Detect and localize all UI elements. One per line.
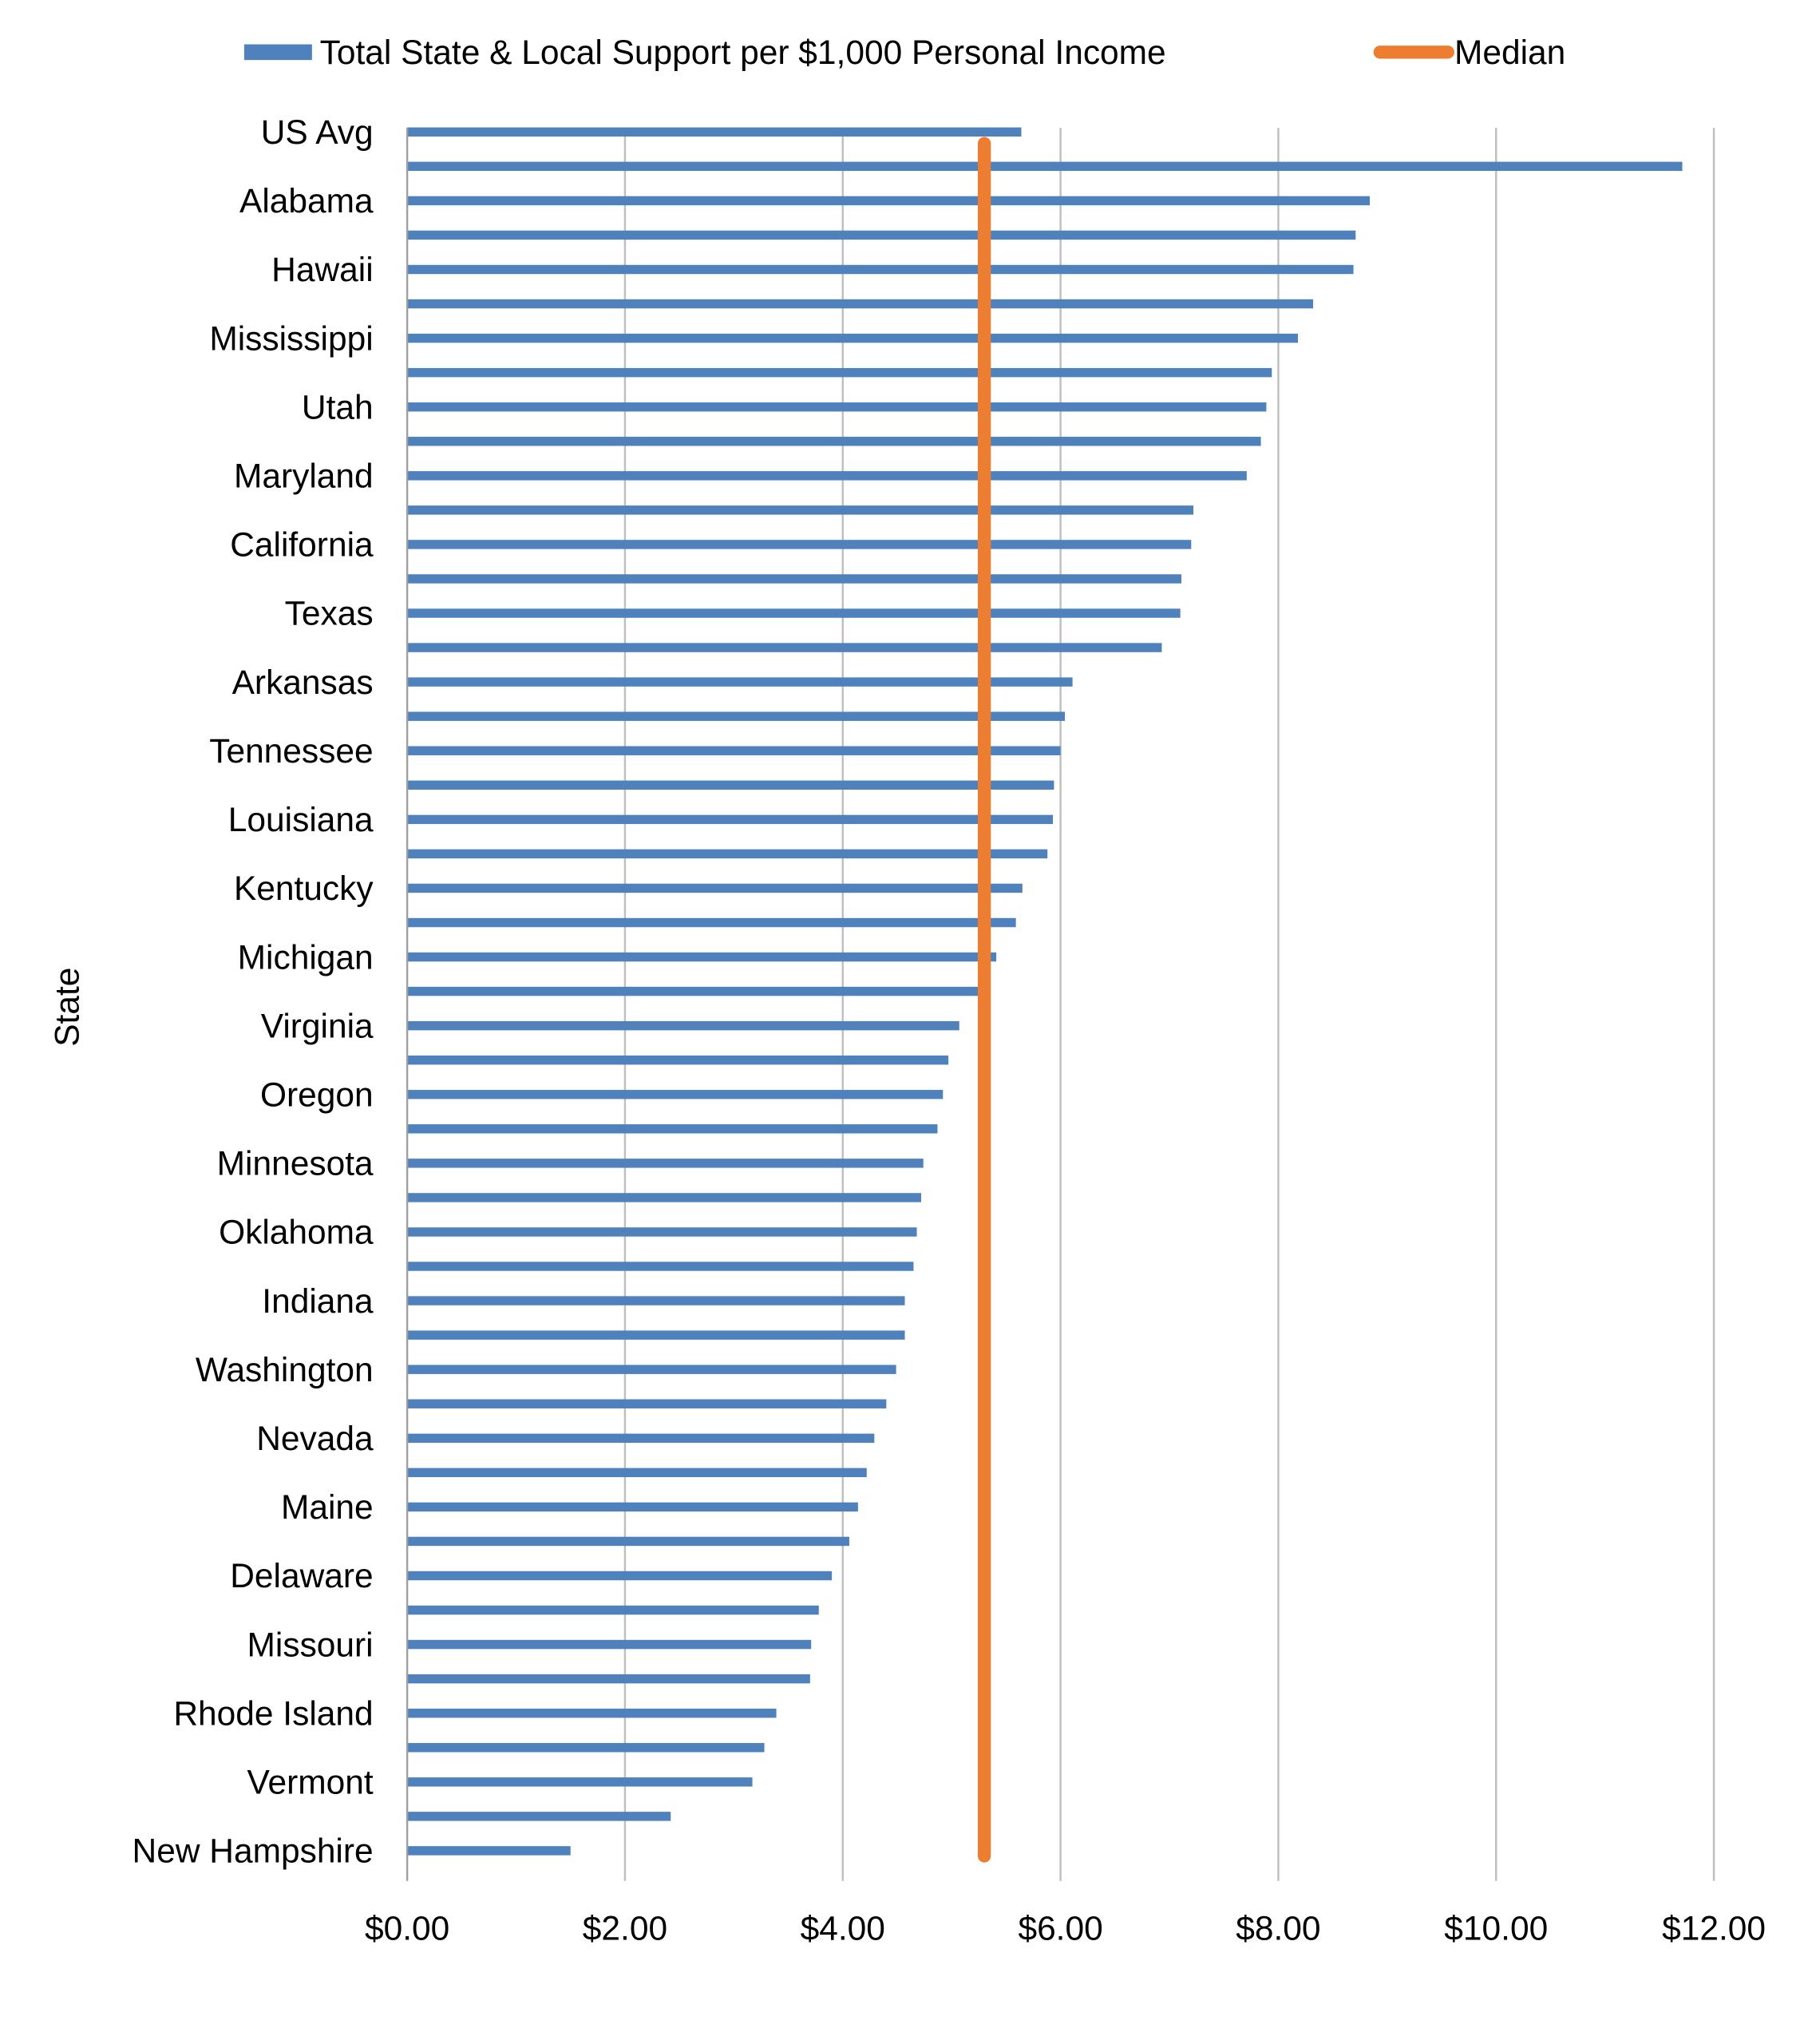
category-label: Missouri xyxy=(247,1626,374,1663)
category-label: Minnesota xyxy=(217,1145,374,1182)
category-label: Oklahoma xyxy=(219,1214,374,1251)
bar xyxy=(407,196,1371,206)
bar xyxy=(407,367,1272,378)
bar xyxy=(407,1639,812,1650)
bars xyxy=(407,127,1683,1856)
category-label: Delaware xyxy=(230,1557,373,1594)
category-label: Arkansas xyxy=(232,664,374,701)
bar xyxy=(407,1846,571,1856)
x-tick-label: $0.00 xyxy=(365,1909,449,1947)
bar xyxy=(407,1812,671,1821)
bar xyxy=(407,1536,849,1547)
x-tick-label: $8.00 xyxy=(1236,1909,1320,1947)
bar xyxy=(407,161,1683,172)
category-labels: US Avg Alabama Hawaii Mississippi Utah Maryla… xyxy=(133,113,374,1870)
category-label: Hawaii xyxy=(271,251,373,288)
bar xyxy=(407,1227,917,1237)
category-label: Kentucky xyxy=(234,869,374,907)
bar xyxy=(407,952,997,962)
category-label: Washington xyxy=(196,1351,374,1388)
bar xyxy=(407,1777,753,1787)
bar xyxy=(407,1330,905,1340)
legend-label-median: Median xyxy=(1454,34,1565,71)
bar xyxy=(407,1296,905,1305)
bar xyxy=(407,402,1267,412)
bar xyxy=(407,677,1073,687)
x-tick-labels: $0.00 $2.00 $4.00 $6.00 $8.00 $10.00 $12.00 xyxy=(365,1909,1766,1947)
bar xyxy=(407,1571,833,1581)
bar xyxy=(407,1159,924,1168)
bar xyxy=(407,917,1016,928)
bar xyxy=(407,711,1066,721)
x-tick-label: $12.00 xyxy=(1662,1909,1766,1947)
category-label: Tennessee xyxy=(209,732,373,770)
bar xyxy=(407,608,1181,618)
bar xyxy=(407,1502,858,1512)
category-label: Texas xyxy=(285,595,374,632)
bar xyxy=(407,1708,777,1718)
bar xyxy=(407,264,1354,275)
category-label: US Avg xyxy=(261,113,374,151)
category-label: New Hampshire xyxy=(133,1832,374,1870)
category-label: Nevada xyxy=(256,1420,374,1457)
bar xyxy=(407,1055,949,1065)
x-tick-label: $6.00 xyxy=(1018,1909,1102,1947)
bar xyxy=(407,230,1356,240)
category-label: Utah xyxy=(302,388,374,426)
category-label: Mississippi xyxy=(209,319,373,357)
category-label: Michigan xyxy=(238,938,374,976)
category-label: Virginia xyxy=(261,1007,374,1044)
category-label: Indiana xyxy=(262,1282,374,1320)
bar xyxy=(407,1468,867,1478)
legend-swatch-support xyxy=(243,44,312,61)
bar xyxy=(407,127,1022,137)
category-label: Alabama xyxy=(239,182,374,220)
bar xyxy=(407,1365,896,1374)
bar xyxy=(407,746,1061,755)
bar xyxy=(407,437,1261,446)
bar xyxy=(407,574,1182,584)
bar xyxy=(407,643,1162,652)
x-tick-label: $2.00 xyxy=(583,1909,667,1947)
bar xyxy=(407,1433,875,1444)
bar xyxy=(407,1605,819,1615)
x-tick-label: $4.00 xyxy=(801,1909,885,1947)
x-tick-label: $10.00 xyxy=(1444,1909,1548,1947)
category-label: California xyxy=(230,526,374,564)
legend: Total State & Local Support per $1,000 P… xyxy=(243,34,1565,71)
bar xyxy=(407,814,1054,825)
bar xyxy=(407,780,1054,790)
bar xyxy=(407,1020,959,1031)
bar xyxy=(407,333,1298,343)
bar xyxy=(407,299,1314,309)
category-label: Rhode Island xyxy=(173,1694,373,1732)
bar xyxy=(407,505,1194,515)
bar xyxy=(407,986,979,996)
bar xyxy=(407,1193,921,1202)
category-label: Maryland xyxy=(234,458,374,495)
bar xyxy=(407,1399,887,1408)
category-label: Louisiana xyxy=(228,801,374,838)
bar xyxy=(407,1124,938,1134)
bar xyxy=(407,849,1048,859)
category-label: Maine xyxy=(281,1488,374,1526)
category-label: Vermont xyxy=(247,1764,373,1801)
bar xyxy=(407,883,1023,893)
bar xyxy=(407,1674,810,1684)
y-axis-title: State xyxy=(48,968,85,1047)
bar xyxy=(407,540,1192,549)
gridlines xyxy=(623,128,1715,1881)
bar xyxy=(407,471,1247,481)
bar xyxy=(407,1262,914,1271)
category-label: Oregon xyxy=(260,1075,374,1113)
bar xyxy=(407,1090,944,1099)
bar xyxy=(407,1743,765,1753)
legend-label-support: Total State & Local Support per $1,000 P… xyxy=(320,34,1166,71)
